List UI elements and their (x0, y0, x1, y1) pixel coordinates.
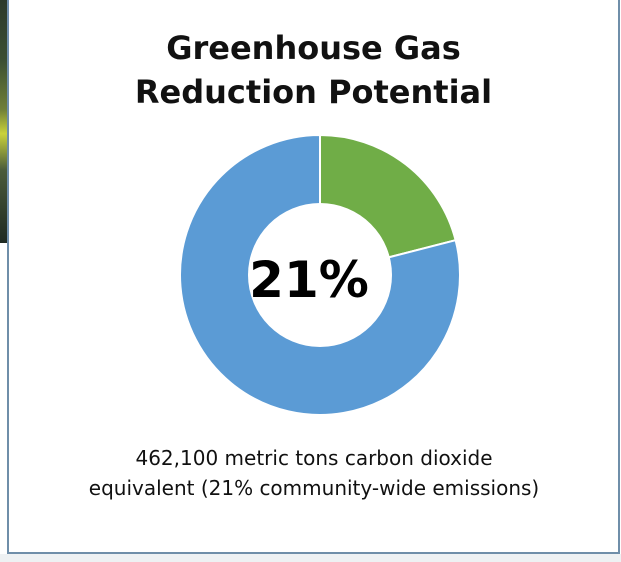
chart-title-line-2: Reduction Potential (134, 73, 493, 111)
donut-hole (248, 203, 392, 347)
caption-line-1: 462,100 metric tons carbon dioxide (135, 446, 493, 470)
donut-chart (179, 133, 461, 416)
center-percentage: 21% (249, 251, 369, 309)
bottom-strip (0, 554, 621, 562)
caption-line-2: equivalent (21% community-wide emissions… (88, 476, 540, 500)
chart-card: Greenhouse Gas Reduction Potential 21% 4… (7, 0, 620, 554)
chart-title-line-1: Greenhouse Gas (166, 29, 461, 67)
chart-caption: 462,100 metric tons carbon dioxide equiv… (49, 443, 579, 503)
chart-title: Greenhouse Gas Reduction Potential (9, 26, 618, 114)
background-photo-edge (0, 0, 10, 243)
